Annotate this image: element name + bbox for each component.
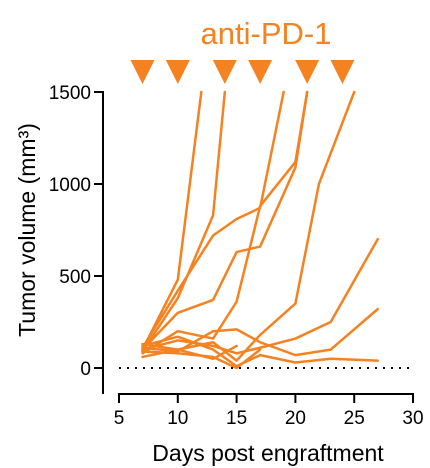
chart-title: anti-PD-1 (201, 16, 332, 51)
treatment-marker-triangle (248, 60, 273, 84)
series-line (141, 237, 379, 355)
series-line (141, 90, 356, 362)
x-tick-label: 10 (167, 408, 188, 429)
x-tick-label: 25 (344, 408, 365, 429)
y-axis-label: Tumor volume (mm³) (14, 123, 40, 337)
x-axis-ticks: 5 10 15 20 25 30 (114, 394, 424, 429)
treatment-marker-triangle (165, 60, 190, 84)
treatment-marker-triangle (212, 60, 237, 84)
x-tick-label: 5 (114, 408, 125, 429)
x-axis-label: Days post engraftment (152, 440, 384, 466)
series-line (141, 335, 379, 368)
series-line (141, 90, 227, 353)
y-tick-label: 500 (59, 267, 91, 288)
treatment-marker-triangle (295, 60, 320, 84)
treatment-marker-triangle (130, 60, 155, 84)
series-line (141, 90, 203, 351)
x-tick-label: 30 (402, 408, 423, 429)
series-line (141, 90, 285, 350)
series-layer (141, 90, 379, 370)
y-tick-label: 0 (80, 359, 91, 380)
x-tick-label: 15 (226, 408, 247, 429)
treatment-markers (130, 60, 355, 84)
series-line (141, 342, 238, 361)
y-tick-label: 1000 (49, 175, 91, 196)
treatment-marker-triangle (330, 60, 355, 84)
x-tick-label: 20 (285, 408, 306, 429)
series-line (141, 348, 262, 370)
series-line (141, 90, 309, 355)
y-tick-label: 1500 (49, 83, 91, 104)
series-line (141, 307, 379, 357)
y-axis-ticks: 0 500 1000 1500 (49, 83, 103, 380)
series-line (141, 90, 309, 351)
